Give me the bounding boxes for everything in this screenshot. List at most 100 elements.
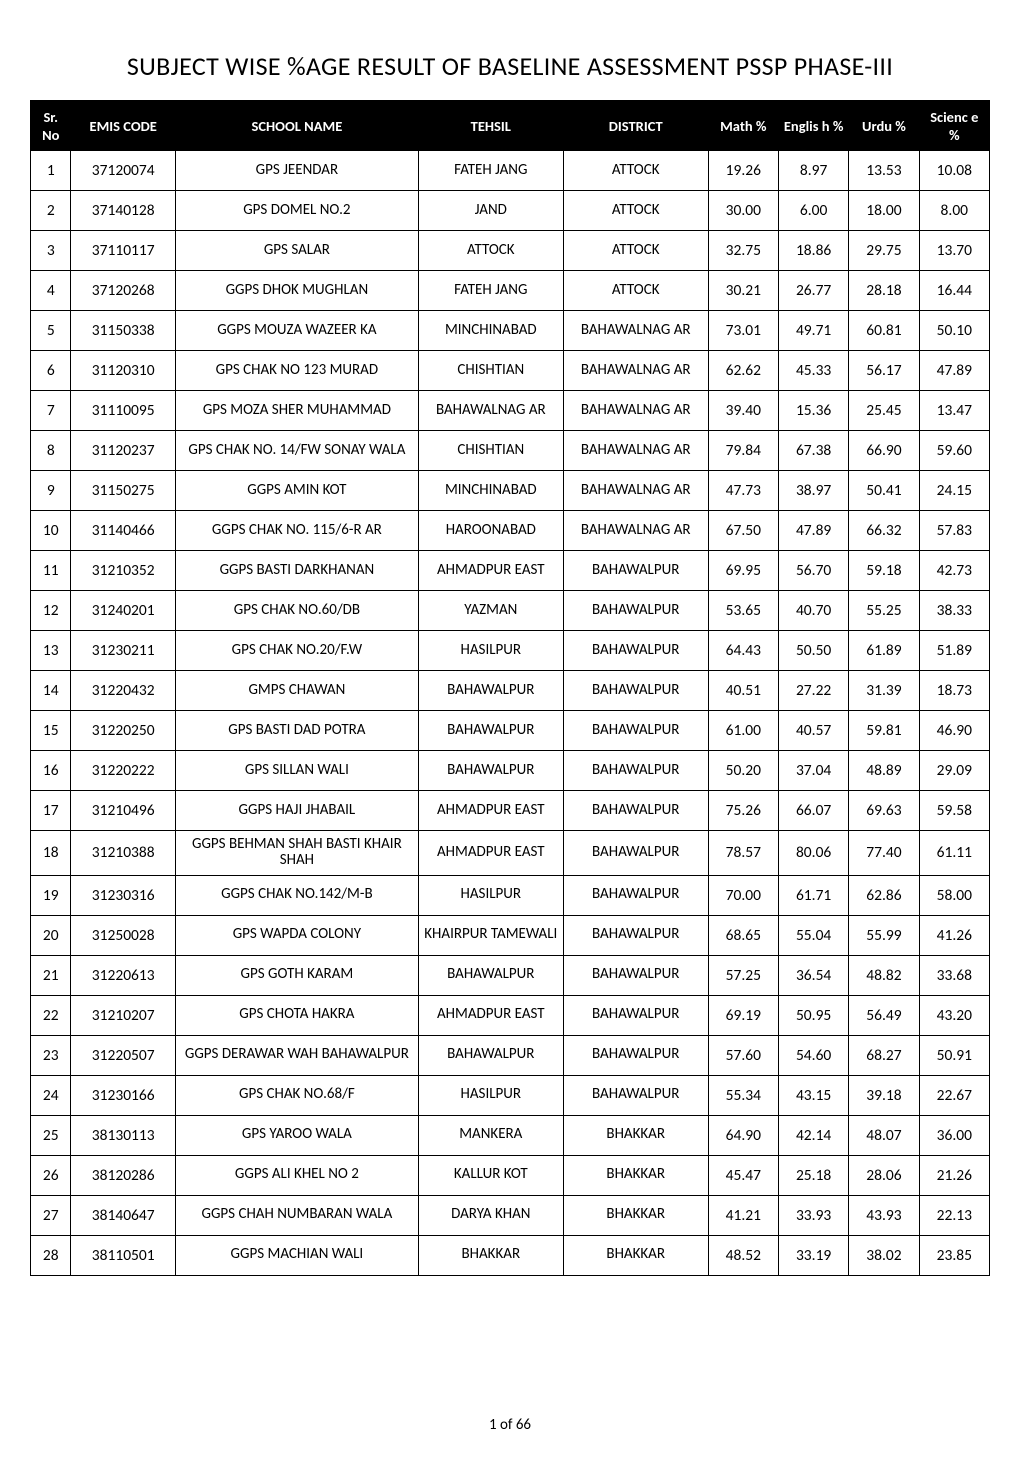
cell-math: 32.75 [708,231,778,271]
cell-math: 40.51 [708,671,778,711]
col-science: Scienc e % [919,101,989,151]
cell-math: 30.00 [708,191,778,231]
cell-sr: 27 [31,1195,71,1235]
cell-tehsil: AHMADPUR EAST [418,791,563,831]
cell-sr: 3 [31,231,71,271]
cell-school: GGPS CHAK NO. 115/6-R AR [175,511,418,551]
cell-school: GGPS BEHMAN SHAH BASTI KHAIR SHAH [175,831,418,876]
page-number: 1 of 66 [30,1416,990,1434]
cell-emis: 37120074 [71,151,175,191]
cell-tehsil: YAZMAN [418,591,563,631]
table-row: 1431220432GMPS CHAWANBAHAWALPURBAHAWALPU… [31,671,990,711]
cell-sr: 5 [31,311,71,351]
cell-sr: 13 [31,631,71,671]
cell-science: 59.60 [919,431,989,471]
cell-math: 68.65 [708,915,778,955]
table-row: 1331230211GPS CHAK NO.20/F.WHASILPURBAHA… [31,631,990,671]
cell-urdu: 28.06 [849,1155,919,1195]
cell-tehsil: HASILPUR [418,631,563,671]
cell-tehsil: BHAKKAR [418,1235,563,1275]
cell-tehsil: ATTOCK [418,231,563,271]
cell-science: 59.58 [919,791,989,831]
cell-tehsil: MINCHINABAD [418,311,563,351]
cell-math: 19.26 [708,151,778,191]
cell-sr: 9 [31,471,71,511]
cell-science: 46.90 [919,711,989,751]
cell-district: BHAKKAR [563,1235,708,1275]
col-urdu: Urdu % [849,101,919,151]
cell-science: 29.09 [919,751,989,791]
cell-district: BAHAWALPUR [563,1075,708,1115]
cell-tehsil: MANKERA [418,1115,563,1155]
cell-urdu: 28.18 [849,271,919,311]
cell-school: GGPS HAJI JHABAIL [175,791,418,831]
cell-tehsil: AHMADPUR EAST [418,551,563,591]
cell-english: 26.77 [778,271,848,311]
cell-emis: 31230316 [71,875,175,915]
cell-school: GPS CHAK NO.20/F.W [175,631,418,671]
cell-urdu: 48.82 [849,955,919,995]
table-row: 831120237GPS CHAK NO. 14/FW SONAY WALACH… [31,431,990,471]
cell-english: 8.97 [778,151,848,191]
cell-district: BAHAWALPUR [563,915,708,955]
cell-english: 40.57 [778,711,848,751]
cell-district: BAHAWALPUR [563,995,708,1035]
cell-urdu: 66.32 [849,511,919,551]
cell-urdu: 29.75 [849,231,919,271]
cell-tehsil: DARYA KHAN [418,1195,563,1235]
cell-science: 13.47 [919,391,989,431]
cell-school: GGPS ALI KHEL NO 2 [175,1155,418,1195]
cell-urdu: 39.18 [849,1075,919,1115]
cell-sr: 10 [31,511,71,551]
cell-sr: 20 [31,915,71,955]
col-tehsil: TEHSIL [418,101,563,151]
cell-english: 55.04 [778,915,848,955]
cell-emis: 31220613 [71,955,175,995]
cell-math: 79.84 [708,431,778,471]
cell-math: 78.57 [708,831,778,876]
cell-math: 57.60 [708,1035,778,1075]
cell-english: 61.71 [778,875,848,915]
cell-english: 47.89 [778,511,848,551]
table-row: 2838110501GGPS MACHIAN WALIBHAKKARBHAKKA… [31,1235,990,1275]
cell-urdu: 48.07 [849,1115,919,1155]
cell-emis: 31220222 [71,751,175,791]
cell-school: GPS MOZA SHER MUHAMMAD [175,391,418,431]
col-english: Englis h % [778,101,848,151]
cell-emis: 37110117 [71,231,175,271]
cell-tehsil: AHMADPUR EAST [418,831,563,876]
cell-science: 36.00 [919,1115,989,1155]
cell-tehsil: AHMADPUR EAST [418,995,563,1035]
col-math: Math % [708,101,778,151]
cell-science: 18.73 [919,671,989,711]
cell-district: BAHAWALPUR [563,831,708,876]
col-district: DISTRICT [563,101,708,151]
cell-sr: 23 [31,1035,71,1075]
cell-emis: 31140466 [71,511,175,551]
cell-urdu: 38.02 [849,1235,919,1275]
cell-sr: 8 [31,431,71,471]
results-table: Sr. No EMIS CODE SCHOOL NAME TEHSIL DIST… [30,100,990,1276]
cell-tehsil: MINCHINABAD [418,471,563,511]
table-header: Sr. No EMIS CODE SCHOOL NAME TEHSIL DIST… [31,101,990,151]
cell-school: GPS YAROO WALA [175,1115,418,1155]
cell-emis: 31220432 [71,671,175,711]
cell-math: 47.73 [708,471,778,511]
cell-tehsil: KALLUR KOT [418,1155,563,1195]
cell-district: BHAKKAR [563,1115,708,1155]
cell-urdu: 56.49 [849,995,919,1035]
cell-tehsil: FATEH JANG [418,271,563,311]
cell-school: GGPS CHAK NO.142/M-B [175,875,418,915]
cell-urdu: 56.17 [849,351,919,391]
cell-tehsil: BAHAWALPUR [418,955,563,995]
table-row: 2431230166GPS CHAK NO.68/FHASILPURBAHAWA… [31,1075,990,1115]
cell-math: 53.65 [708,591,778,631]
cell-emis: 38140647 [71,1195,175,1235]
cell-english: 45.33 [778,351,848,391]
cell-english: 67.38 [778,431,848,471]
cell-district: ATTOCK [563,231,708,271]
cell-urdu: 69.63 [849,791,919,831]
cell-math: 64.43 [708,631,778,671]
cell-science: 41.26 [919,915,989,955]
table-row: 2231210207GPS CHOTA HAKRAAHMADPUR EASTBA… [31,995,990,1035]
